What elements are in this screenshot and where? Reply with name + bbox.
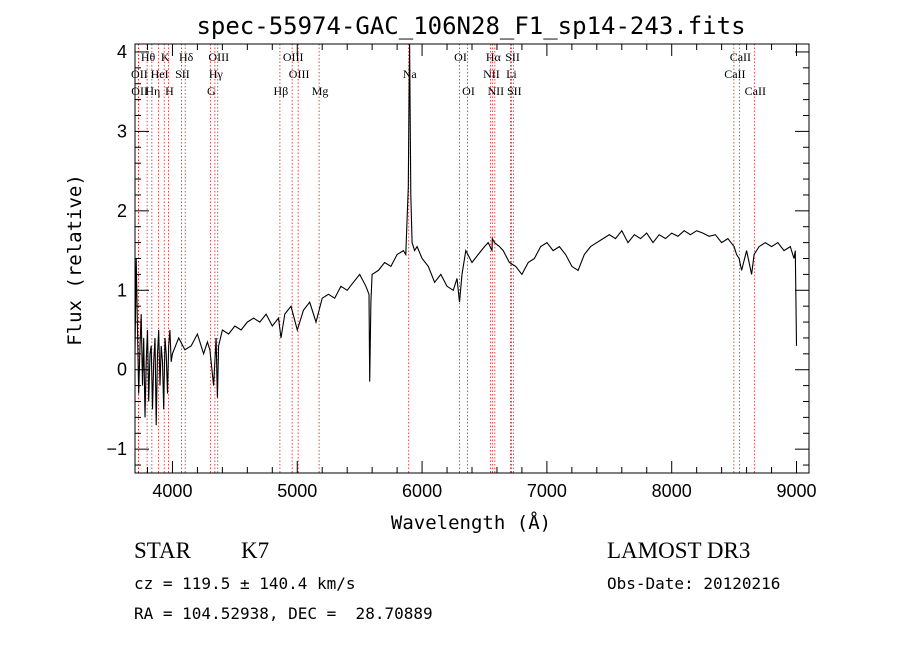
spectral-line-label: OIII [208,50,229,64]
survey-label: LAMOST DR3 [607,538,751,563]
spectral-line-label: Hα [486,50,502,64]
y-tick-label: 1 [117,280,127,300]
y-tick-label: 2 [117,201,127,221]
x-tick-label: 7000 [527,481,567,501]
spectral-line-label: NII [483,67,500,81]
x-tick-label: 4000 [152,481,192,501]
x-tick-label: 9000 [776,481,816,501]
observation-date: Obs-Date: 20120216 [607,574,781,593]
spectral-line-label: G [207,84,216,98]
spectral-line-label: CaII [745,84,766,98]
spectral-line-label: SII [175,67,190,81]
spectral-line-label: H [165,84,174,98]
y-tick-label: 3 [117,121,127,141]
spectral-line-label: OIII [283,50,304,64]
spectral-line-label: Hη [145,84,160,98]
ra-dec-coordinates: RA = 104.52938, DEC = 28.70889 [134,604,433,623]
x-tick-label: 6000 [402,481,442,501]
y-tick-label: −1 [106,439,127,459]
object-class: STAR [134,538,191,563]
spectral-line-label: SII [505,50,520,64]
spectral-line-label: SII [507,84,522,98]
y-axis-label: Flux (relative) [64,174,86,346]
spectral-line-label: Mg [312,84,329,98]
spectral-line-label: Hθ [141,50,156,64]
spectral-line-label: OI [454,50,467,64]
spectral-line-label: OIII [289,67,310,81]
x-tick-label: 5000 [277,481,317,501]
spectrum-line [134,43,798,426]
spectral-line-label: Hβ [274,84,289,98]
spectral-line-label: K [161,50,170,64]
spectral-line-label: CaII [724,67,745,81]
plot-frame [134,43,810,474]
spectral-line-label: CaII [730,50,751,64]
spectral-line-label: HeI [151,67,169,81]
spectral-line-label: Li [506,67,517,81]
chart-title: spec-55974-GAC_106N28_F1_sp14-243.fits [196,12,745,40]
redshift-cz: cz = 119.5 ± 140.4 km/s [134,574,356,593]
spectral-line-label: NII [488,84,505,98]
y-tick-label: 0 [117,360,127,380]
spectral-line-label: Hδ [179,50,194,64]
spectral-line-label: OI [462,84,475,98]
y-tick-label: 4 [117,42,127,62]
spectral-line-label: OII [131,67,148,81]
object-subclass: K7 [241,538,270,563]
x-axis-label: Wavelength (Å) [391,511,551,534]
x-tick-label: 8000 [652,481,692,501]
spectral-line-label: Hγ [209,67,224,81]
